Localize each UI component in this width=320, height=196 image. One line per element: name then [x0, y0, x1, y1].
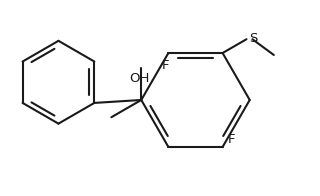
Text: OH: OH: [129, 72, 149, 85]
Text: S: S: [250, 32, 258, 45]
Text: F: F: [162, 59, 169, 72]
Text: F: F: [228, 132, 235, 146]
